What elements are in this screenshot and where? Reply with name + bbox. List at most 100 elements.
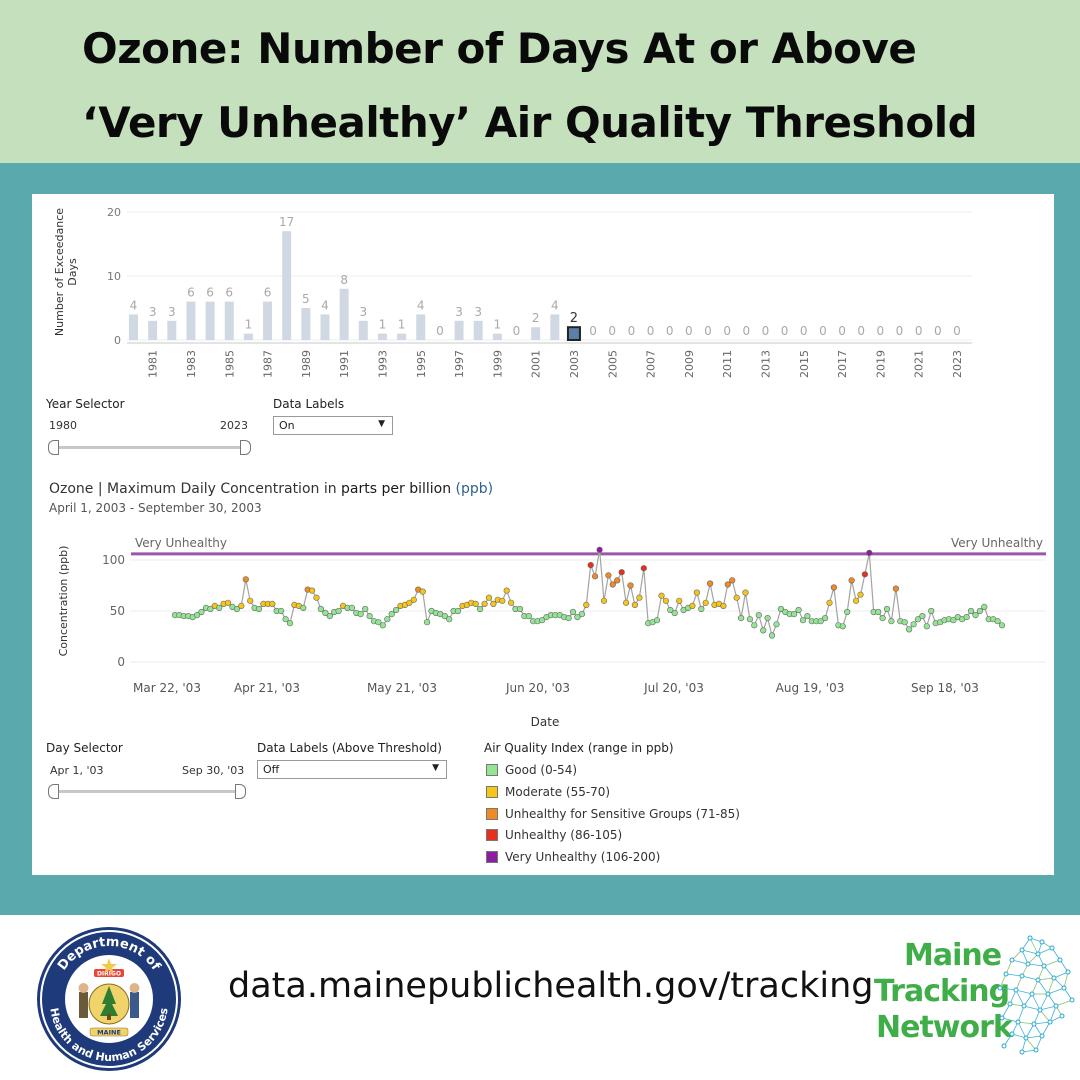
network-node xyxy=(1041,963,1047,969)
network-link xyxy=(1025,1023,1035,1039)
network-node xyxy=(1065,969,1071,975)
network-node xyxy=(1037,1007,1043,1013)
dhhs-seal: Department of Health and Human Services … xyxy=(37,927,181,1071)
network-link xyxy=(1043,959,1061,967)
network-link xyxy=(1041,1021,1051,1037)
network-link xyxy=(1017,1021,1035,1025)
network-link xyxy=(1037,947,1053,955)
aqi-legend-title: Air Quality Index (range in ppb) xyxy=(484,741,674,755)
network-node xyxy=(1057,957,1063,963)
data-labels-value: On xyxy=(279,419,295,432)
page-title-line-1: Ozone: Number of Days At or Above xyxy=(82,24,917,73)
network-node xyxy=(1047,1019,1053,1025)
year-selector-end-handle[interactable] xyxy=(240,440,251,455)
network-node xyxy=(1021,1003,1027,1009)
aqi-legend-item[interactable]: Moderate (55-70) xyxy=(486,784,610,800)
legend-swatch xyxy=(486,764,498,776)
chevron-down-icon: ▼ xyxy=(378,419,385,429)
network-link xyxy=(1063,971,1069,989)
network-node xyxy=(1035,977,1041,983)
footer-url: data.mainepublichealth.gov/tracking xyxy=(228,966,874,1006)
line-chart-subtitle: April 1, 2003 - September 30, 2003 xyxy=(49,501,262,515)
data-labels-label: Data Labels xyxy=(273,397,345,411)
network-node xyxy=(1007,1001,1013,1007)
network-link xyxy=(1027,963,1045,967)
line-chart-title: Ozone | Maximum Daily Concentration in p… xyxy=(49,481,494,497)
threshold-labels-dropdown[interactable]: Off ▼ xyxy=(257,760,447,779)
aqi-legend-item[interactable]: Unhealthy (86-105) xyxy=(486,827,622,843)
network-link xyxy=(1015,989,1025,1007)
day-selector-max: Sep 30, '03 xyxy=(182,764,245,777)
data-labels-dropdown[interactable]: On ▼ xyxy=(273,416,393,435)
network-node xyxy=(1045,991,1051,997)
network-link xyxy=(1009,989,1017,1005)
page-title-line-2: ‘Very Unhealthy’ Air Quality Threshold xyxy=(82,98,978,147)
network-link xyxy=(1015,975,1023,991)
network-link xyxy=(1025,1035,1043,1039)
legend-label: Very Unhealthy (106-200) xyxy=(505,850,661,865)
network-link xyxy=(1005,973,1023,977)
threshold-labels-value: Off xyxy=(263,763,280,776)
network-link xyxy=(1039,1005,1057,1011)
network-node xyxy=(1039,939,1045,945)
network-link xyxy=(1023,1005,1041,1011)
day-selector-start-handle[interactable] xyxy=(48,784,59,799)
legend-label: Moderate (55-70) xyxy=(505,784,611,799)
seal-banner-text: DIRIGO xyxy=(97,971,121,978)
day-selector-end-handle[interactable] xyxy=(235,784,246,799)
network-link xyxy=(1021,949,1029,965)
network-link xyxy=(1043,965,1055,979)
year-selector-start-handle[interactable] xyxy=(48,440,59,455)
aqi-legend-item[interactable]: Unhealthy for Sensitive Groups (71-85) xyxy=(486,806,740,822)
year-selector-track[interactable] xyxy=(52,446,244,449)
network-node xyxy=(1025,961,1031,967)
threshold-labels-label: Data Labels (Above Threshold) xyxy=(257,741,442,755)
network-link xyxy=(1015,989,1033,995)
legend-label: Unhealthy for Sensitive Groups (71-85) xyxy=(505,806,740,821)
legend-swatch xyxy=(486,785,498,798)
seal-state-text: MAINE xyxy=(97,1029,121,1037)
day-selector-min: Apr 1, '03 xyxy=(50,764,104,777)
network-node xyxy=(997,985,1003,991)
aqi-legend-item[interactable]: Very Unhealthy (106-200) xyxy=(486,849,660,865)
year-selector-min: 1980 xyxy=(49,419,77,432)
legend-swatch xyxy=(486,829,498,842)
day-selector-label: Day Selector xyxy=(46,741,123,755)
network-node xyxy=(999,1015,1005,1021)
aqi-legend-item[interactable]: Good (0-54) xyxy=(486,762,577,778)
network-node xyxy=(1003,971,1009,977)
network-node xyxy=(1029,991,1035,997)
logo-word-network: Network xyxy=(876,1010,1013,1045)
legend-swatch xyxy=(486,851,498,864)
network-node xyxy=(1019,1049,1025,1055)
network-link xyxy=(1031,993,1041,1011)
dashboard-panel xyxy=(32,194,1054,875)
network-link xyxy=(1037,979,1049,995)
legend-label: Good (0-54) xyxy=(505,763,578,777)
legend-swatch xyxy=(486,807,498,820)
network-link xyxy=(1005,959,1013,975)
network-link xyxy=(1033,1009,1041,1025)
year-selector-max: 2023 xyxy=(220,419,248,432)
year-selector-label: Year Selector xyxy=(46,397,125,411)
network-link xyxy=(1035,1035,1043,1051)
network-map-icon xyxy=(997,935,1075,1055)
network-node xyxy=(1051,975,1057,981)
network-link xyxy=(1037,977,1055,981)
network-node xyxy=(1035,951,1041,957)
network-link xyxy=(1025,1037,1037,1051)
network-node xyxy=(1023,1035,1029,1041)
network-link xyxy=(1047,977,1055,995)
day-selector-track[interactable] xyxy=(52,790,242,793)
network-link xyxy=(1011,959,1029,965)
network-node xyxy=(1027,935,1033,941)
network-node xyxy=(1001,1043,1007,1049)
legend-label: Unhealthy (86-105) xyxy=(505,828,623,843)
network-node xyxy=(1049,945,1055,951)
network-node xyxy=(1013,987,1019,993)
network-link xyxy=(1031,979,1039,995)
network-link xyxy=(1033,1021,1051,1025)
logo-word-tracking: Tracking xyxy=(874,974,1010,1009)
network-node xyxy=(1053,1003,1059,1009)
chevron-down-icon: ▼ xyxy=(432,763,439,773)
